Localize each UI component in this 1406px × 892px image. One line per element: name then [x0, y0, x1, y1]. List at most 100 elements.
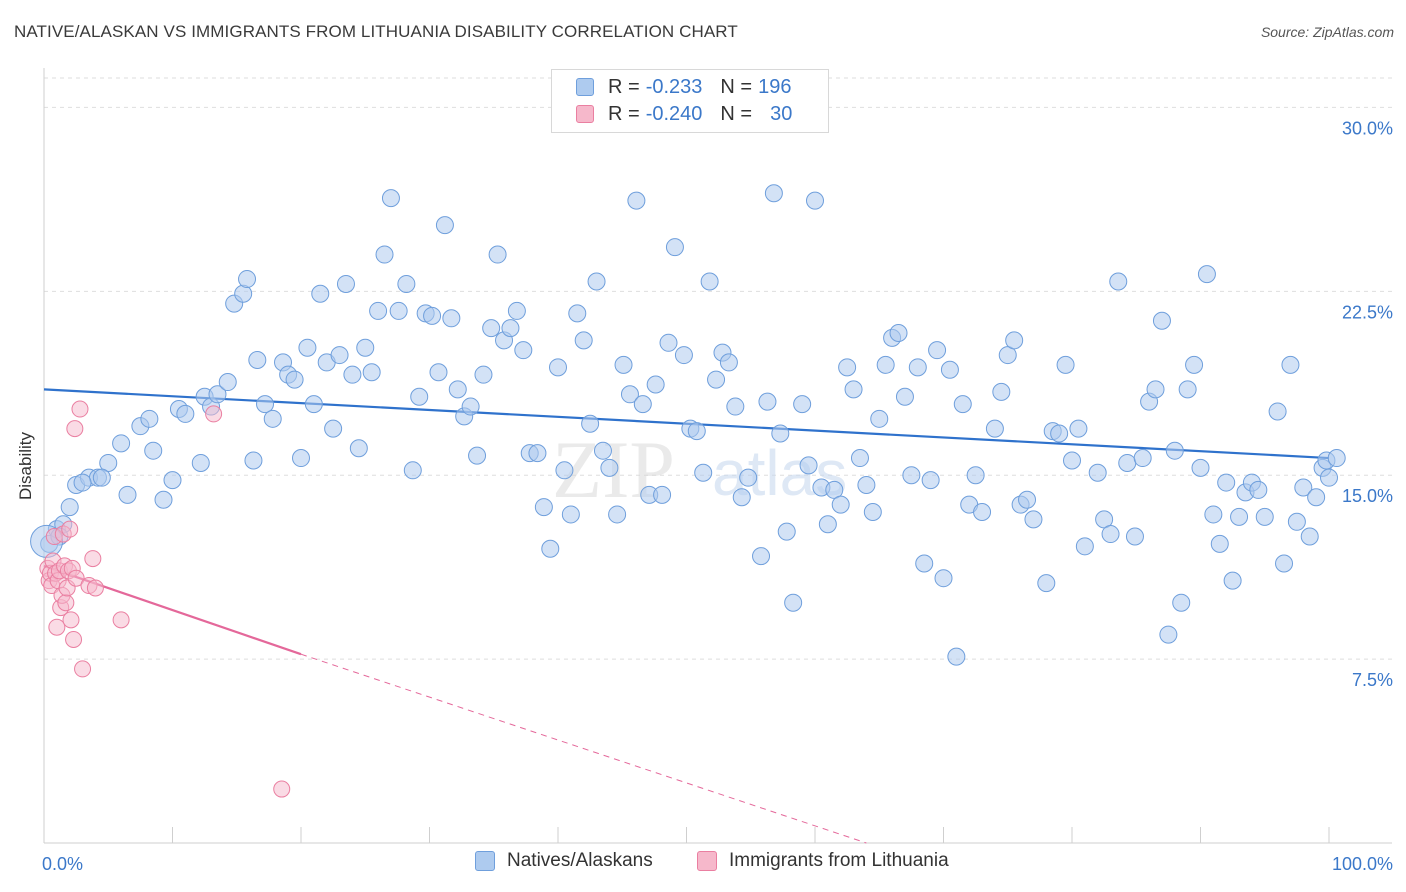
- legend-row-lithuania: R = -0.240 N = 30: [576, 101, 792, 127]
- point-lithuania: [205, 405, 223, 423]
- point-lithuania: [273, 780, 291, 798]
- point-natives: [1255, 507, 1274, 526]
- legend-swatch-natives: [576, 78, 594, 96]
- point-natives: [140, 409, 159, 428]
- point-natives: [410, 387, 429, 406]
- point-natives: [1109, 272, 1128, 291]
- point-natives: [614, 355, 633, 374]
- point-natives: [992, 382, 1011, 401]
- legend-label-lithuania: Immigrants from Lithuania: [729, 850, 949, 871]
- point-lithuania: [48, 618, 66, 636]
- point-natives: [1159, 625, 1178, 644]
- point-natives: [1307, 488, 1326, 507]
- legend-item-lithuania: Immigrants from Lithuania: [697, 850, 949, 872]
- point-lithuania: [84, 550, 102, 568]
- point-natives: [1050, 424, 1069, 443]
- legend-r-label: R =: [608, 102, 640, 125]
- point-natives: [726, 397, 745, 416]
- point-natives: [752, 547, 771, 566]
- point-natives: [263, 409, 282, 428]
- point-natives: [1088, 463, 1107, 482]
- point-natives: [1018, 490, 1037, 509]
- point-lithuania: [112, 611, 130, 629]
- point-natives: [694, 463, 713, 482]
- point-natives: [1287, 512, 1306, 531]
- point-natives: [928, 341, 947, 360]
- point-natives: [1217, 473, 1236, 492]
- point-natives: [144, 441, 163, 460]
- point-lithuania: [66, 420, 84, 438]
- point-natives: [163, 471, 182, 490]
- point-natives: [375, 245, 394, 264]
- point-natives: [423, 306, 442, 325]
- point-natives: [1230, 507, 1249, 526]
- point-natives: [244, 451, 263, 470]
- point-natives: [324, 419, 343, 438]
- point-natives: [1069, 419, 1088, 438]
- point-natives: [850, 449, 869, 468]
- point-natives: [191, 453, 210, 472]
- point-natives: [1037, 574, 1056, 593]
- point-natives: [818, 515, 837, 534]
- point-natives: [1101, 525, 1120, 544]
- y-tick-label: 7.5%: [1352, 670, 1393, 690]
- point-natives: [1249, 480, 1268, 499]
- point-natives: [1223, 571, 1242, 590]
- point-natives: [799, 456, 818, 475]
- point-natives: [442, 309, 461, 328]
- point-natives: [687, 422, 706, 441]
- point-natives: [1146, 380, 1165, 399]
- point-natives: [653, 485, 672, 504]
- y-tick-label: 30.0%: [1342, 118, 1393, 138]
- source-label: Source: ZipAtlas.com: [1260, 24, 1394, 40]
- point-natives: [1056, 355, 1075, 374]
- point-natives: [568, 304, 587, 323]
- point-natives: [857, 476, 876, 495]
- point-natives: [581, 414, 600, 433]
- point-lithuania: [57, 594, 75, 612]
- point-natives: [831, 495, 850, 514]
- point-natives: [915, 554, 934, 573]
- point-natives: [1300, 527, 1319, 546]
- point-natives: [73, 473, 92, 492]
- point-natives: [298, 338, 317, 357]
- point-natives: [1185, 355, 1204, 374]
- point-natives: [1197, 265, 1216, 284]
- point-natives: [429, 363, 448, 382]
- point-natives: [311, 284, 330, 303]
- chart-title: NATIVE/ALASKAN VS IMMIGRANTS FROM LITHUA…: [14, 22, 738, 41]
- point-natives: [707, 370, 726, 389]
- point-natives: [777, 522, 796, 541]
- point-natives: [1275, 554, 1294, 573]
- point-natives: [304, 395, 323, 414]
- axes: [43, 68, 1392, 844]
- point-natives: [940, 360, 959, 379]
- point-natives: [528, 444, 547, 463]
- point-natives: [176, 404, 195, 423]
- point-natives: [633, 395, 652, 414]
- point-natives: [838, 358, 857, 377]
- point-natives: [514, 341, 533, 360]
- point-natives: [574, 331, 593, 350]
- point-natives: [403, 461, 422, 480]
- point-natives: [234, 284, 253, 303]
- point-natives: [902, 466, 921, 485]
- point-natives: [1191, 458, 1210, 477]
- point-natives: [1320, 468, 1338, 487]
- point-natives: [92, 468, 111, 487]
- legend-n-value: 196: [758, 75, 792, 98]
- point-natives: [448, 380, 467, 399]
- point-natives: [627, 191, 646, 210]
- y-tick-label: 22.5%: [1342, 302, 1393, 322]
- tick-labels: 7.5% 15.0% 22.5% 30.0% 0.0% 100.0%: [42, 118, 1393, 874]
- point-natives: [218, 373, 237, 392]
- point-natives: [784, 593, 803, 612]
- x-tick-label: 0.0%: [42, 854, 83, 874]
- series-natives-points: [30, 184, 1346, 666]
- point-natives: [60, 498, 79, 517]
- series-legend: Natives/Alaskans Immigrants from Lithuan…: [0, 850, 1406, 878]
- point-natives: [501, 319, 520, 338]
- point-natives: [758, 392, 777, 411]
- point-natives: [343, 365, 362, 384]
- point-natives: [549, 358, 567, 377]
